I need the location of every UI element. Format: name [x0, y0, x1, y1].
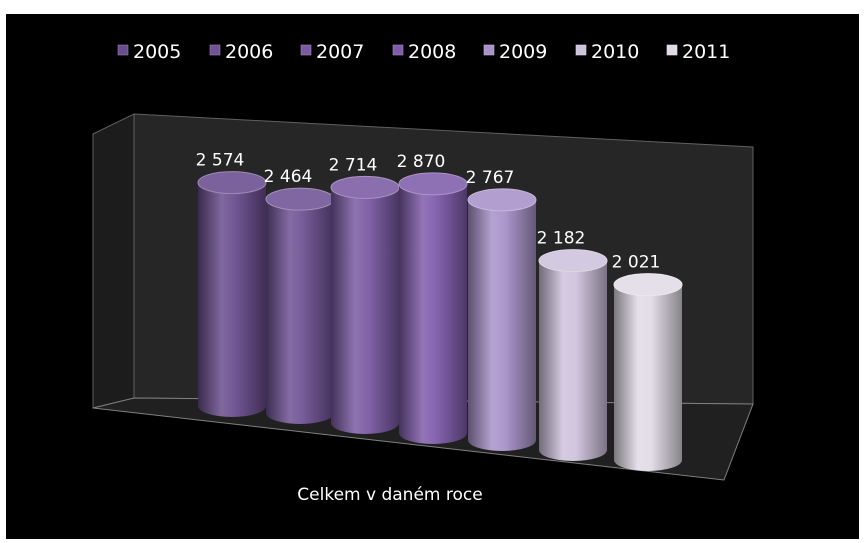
legend-item-2008: 2008 — [392, 41, 456, 63]
legend-swatch-2007 — [300, 44, 312, 56]
side-wall — [92, 113, 135, 409]
bar-2005-body — [198, 182, 266, 417]
bar-2005 — [197, 171, 267, 417]
bars — [197, 171, 683, 471]
legend-swatch-2010 — [575, 44, 587, 56]
bar-2008-body — [399, 183, 467, 444]
value-label-2011: 2 021 — [612, 253, 661, 273]
legend-swatch-2005 — [117, 44, 129, 56]
bar-2008-top — [398, 172, 468, 196]
legend-item-2005: 2005 — [117, 41, 181, 63]
legend-label-2007: 2007 — [316, 41, 364, 63]
legend-item-2009: 2009 — [483, 41, 547, 63]
legend-swatch-2006 — [209, 44, 221, 56]
bar-2010-top — [538, 249, 608, 273]
category-label: Celkem v daném roce — [297, 485, 482, 505]
value-label-2005: 2 574 — [196, 151, 245, 171]
value-label-2007: 2 714 — [329, 155, 378, 175]
value-label-2010: 2 182 — [537, 229, 586, 249]
bar-2007-top — [330, 175, 400, 199]
bar-2011-top — [613, 273, 683, 297]
legend-item-2006: 2006 — [209, 41, 273, 63]
bar-2006-body — [266, 199, 334, 424]
legend-item-2007: 2007 — [300, 41, 364, 63]
legend-label-2011: 2011 — [682, 41, 730, 63]
bar-2006-top — [265, 187, 335, 211]
bar-2010 — [538, 249, 608, 461]
legend-label-2010: 2010 — [591, 41, 639, 63]
legend-label-2006: 2006 — [225, 41, 273, 63]
bar-2009-top — [467, 188, 537, 212]
value-label-2006: 2 464 — [264, 167, 313, 187]
legend-swatch-2011 — [666, 44, 678, 56]
legend-label-2009: 2009 — [499, 41, 547, 63]
legend-item-2011: 2011 — [666, 41, 730, 63]
legend-label-2005: 2005 — [133, 41, 181, 63]
value-label-2008: 2 870 — [397, 152, 446, 172]
chart-area: 2005 2006 2007 2008 2009 2010 2011 2 574 2 464 2… — [6, 14, 859, 539]
bar-2011-body — [614, 284, 682, 471]
legend-swatch-2009 — [483, 44, 495, 56]
bar-2011 — [613, 273, 683, 471]
legend-label-2008: 2008 — [408, 41, 456, 63]
bar-2007-body — [331, 187, 399, 434]
bar-2009-body — [468, 199, 536, 451]
value-labels: 2 574 2 464 2 714 2 870 2 767 2 182 2 021 — [196, 151, 661, 273]
bar-2006 — [265, 187, 335, 424]
legend: 2005 2006 2007 2008 2009 2010 2011 — [117, 41, 730, 63]
legend-swatch-2008 — [392, 44, 404, 56]
bar-2009 — [467, 188, 537, 451]
bar-2005-top — [197, 171, 267, 195]
bar-2007 — [330, 175, 400, 434]
bar-2010-body — [539, 260, 607, 461]
value-label-2009: 2 767 — [466, 168, 515, 188]
bar-2008 — [398, 172, 468, 444]
legend-item-2010: 2010 — [575, 41, 639, 63]
